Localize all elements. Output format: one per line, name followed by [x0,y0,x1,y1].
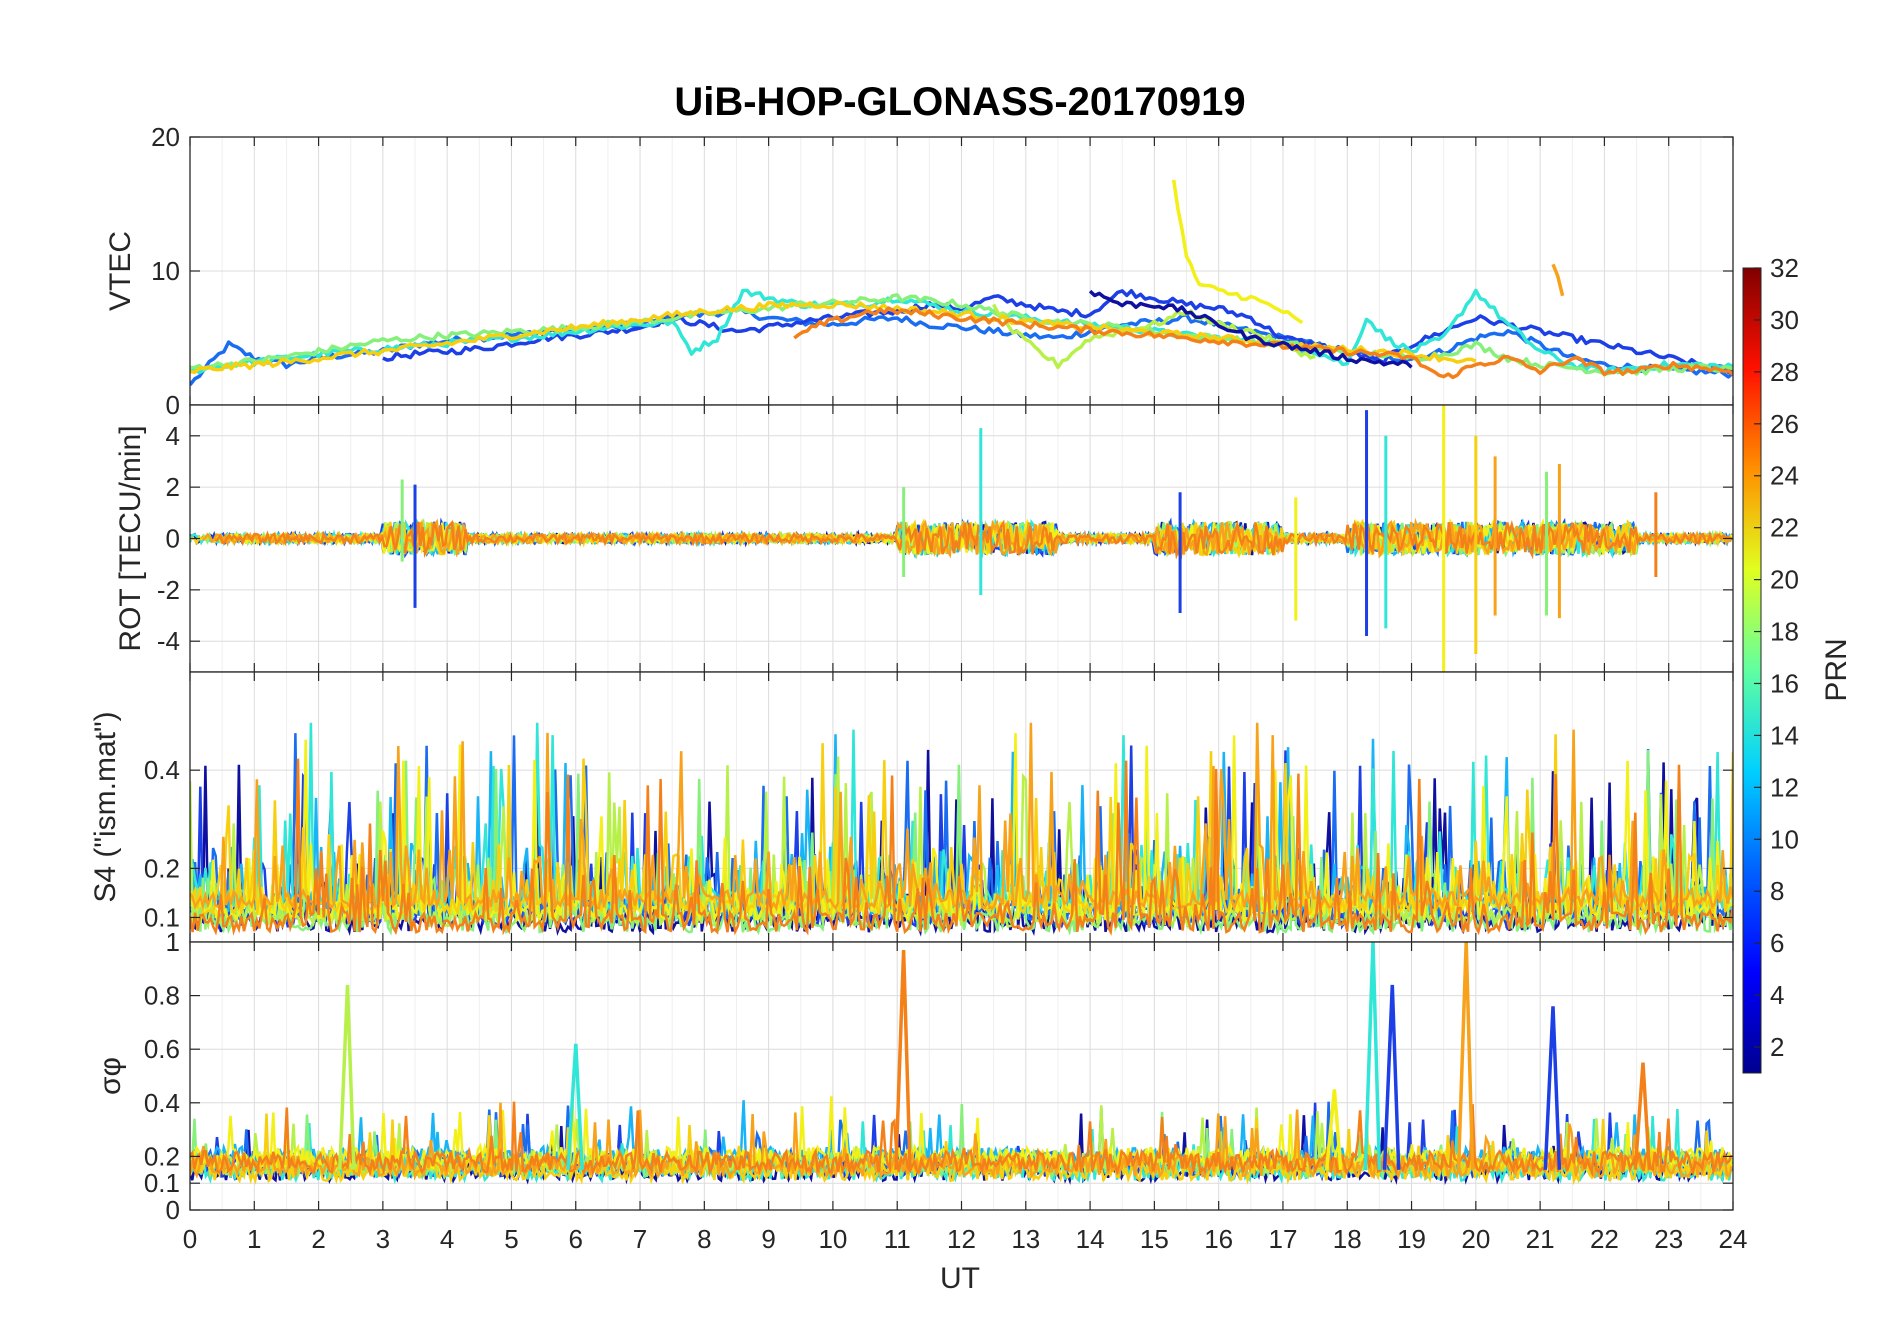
x-tick-label: 19 [1397,1224,1426,1254]
data-sigma_phi [190,942,1733,1186]
panel-sigma_phi: 00.10.2 0.4 0.6 0.8 σφ [94,941,1734,1225]
y-tick-label: 0.2 [144,1141,180,1171]
vtec-series-prn-2 [1088,289,1413,369]
s4-series-prn-21 [190,734,1733,920]
colorbar-tick-label: 8 [1770,876,1784,906]
y-tick-label: 1 [166,927,180,957]
y-tick-label: 0.1 [144,902,180,932]
x-tick-label: 8 [697,1224,711,1254]
colorbar-tick-label: 16 [1770,668,1799,698]
y-axis-label-rot: ROT [TECU/min] [114,425,147,651]
y-axis-label-sigma_phi: σφ [94,1057,127,1095]
data-rot [190,405,1733,672]
sigma-peak-prn-24 [894,949,912,1170]
x-tick-label: 23 [1654,1224,1683,1254]
x-tick-label: 12 [947,1224,976,1254]
vtec-series-prn-23 [1551,263,1565,297]
x-tick-label: 5 [504,1224,518,1254]
x-tick-label: 1 [247,1224,261,1254]
x-tick-label: 4 [440,1224,454,1254]
panel-s4: 0.1 0.2 0.4 1 S4 ("ism.mat") [89,671,1734,957]
x-tick-label: 24 [1719,1224,1748,1254]
x-tick-label: 3 [376,1224,390,1254]
y-tick-label: 0.4 [144,1088,180,1118]
x-tick-label: 14 [1076,1224,1105,1254]
colorbar-tick-label: 26 [1770,409,1799,439]
colorbar-tick-label: 6 [1770,928,1784,958]
x-tick-label: 17 [1268,1224,1297,1254]
y-tick-label: 0 [166,1195,180,1225]
x-tick-label: 18 [1333,1224,1362,1254]
panel-vtec: 0 10 20 VTEC [104,122,1734,420]
colorbar-tick-label: 10 [1770,824,1799,854]
x-tick-label: 11 [884,1224,911,1254]
colorbar-tick-label: 2 [1770,1032,1784,1062]
colorbar-tick-label: 14 [1770,720,1799,750]
y-tick-label: 0 [166,390,180,420]
s4-series-prn-24 [190,758,1733,936]
y-tick-label: 0.1 [144,1168,180,1198]
panel-rot: -4 -2 0 2 4 ROT [TECU/min] [114,404,1734,673]
x-tick-label: 0 [183,1224,197,1254]
x-axis-label: UT [940,1262,980,1295]
y-tick-label: 20 [151,122,180,152]
colorbar-gradient [1742,267,1762,1074]
vtec-series-prn-20 [1171,179,1304,325]
vtec-series-prn-13 [190,288,1733,377]
sigma-peak-prn-13 [566,1043,584,1170]
sigma-peak-prn-13 [1363,942,1382,1170]
y-axis-label-s4: S4 ("ism.mat") [89,711,122,902]
colorbar-tick-label: 20 [1770,565,1799,595]
sigma-series-prn-24 [190,1101,1733,1178]
y-tick-label: 0.2 [144,853,180,883]
y-tick-label: 0.4 [144,755,180,785]
y-tick-label: -2 [157,575,180,605]
colorbar-tick-label: 24 [1770,461,1799,491]
x-tick-label: 10 [818,1224,847,1254]
colorbar-tick-label: 4 [1770,980,1784,1010]
x-tick-label: 6 [569,1224,583,1254]
colorbar-tick-label: 28 [1770,357,1799,387]
sigma-peak-prn-17 [338,984,356,1170]
x-tick-label: 13 [1011,1224,1040,1254]
x-tick-label: 22 [1590,1224,1619,1254]
x-tick-label: 15 [1140,1224,1169,1254]
x-tick-label: 2 [311,1224,325,1254]
vtec-series-prn-17 [992,303,1316,370]
data-vtec [190,179,1733,386]
y-axis-label-vtec: VTEC [104,231,137,311]
sigma-peak-prn-24 [1633,1062,1652,1170]
colorbar-tick-label: 32 [1770,253,1799,283]
vtec-series-prn-16 [190,293,1733,376]
sigma-peak-prn-23 [1456,942,1475,1170]
colorbar-tick-label: 30 [1770,305,1799,335]
data-s4 [190,722,1733,937]
vtec-series-prn-24 [793,306,1733,380]
y-tick-label: 0.6 [144,1034,180,1064]
colorbar-label: PRN [1820,638,1853,701]
sigma-peak-prn-5 [1382,984,1401,1170]
y-tick-label: 2 [166,472,180,502]
y-tick-label: 0.8 [144,981,180,1011]
y-tick-label: 4 [166,421,180,451]
rot-series-prn-24 [214,519,1733,560]
y-tick-label: -4 [157,626,180,656]
x-tick-label: 16 [1204,1224,1233,1254]
chart-title: UiB-HOP-GLONASS-20170919 [674,80,1245,124]
x-tick-label: 21 [1526,1224,1555,1254]
colorbar-tick-label: 18 [1770,617,1799,647]
sigma-peak-prn-5 [1543,1006,1562,1170]
x-tick-label: 9 [761,1224,775,1254]
sigma-peak-prn-20 [1324,1089,1343,1170]
y-tick-label: 10 [151,256,180,286]
x-tick-label: 20 [1461,1224,1490,1254]
colorbar-tick-label: 22 [1770,513,1799,543]
y-tick-label: 0 [166,524,180,554]
x-tick-label: 7 [633,1224,647,1254]
colorbar-tick-label: 12 [1770,772,1799,802]
